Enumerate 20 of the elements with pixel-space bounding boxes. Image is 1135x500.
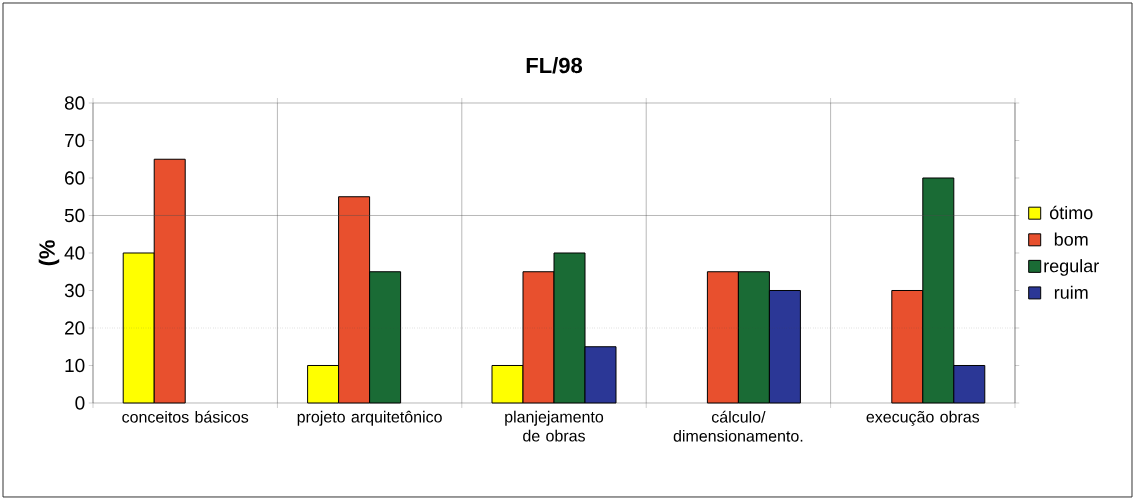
legend-label: regular (1044, 259, 1099, 276)
y-tick-label: 0 (75, 396, 85, 410)
x-tick-label: cálculo/ dimensionamento. (673, 410, 803, 442)
y-tick-label: 20 (65, 321, 85, 335)
x-tick-label: conceitos básicos (122, 410, 249, 423)
y-tick-label: 30 (64, 283, 85, 298)
y-tick-label: 70 (65, 133, 85, 148)
legend-label: ótimo (1049, 205, 1093, 220)
y-tick-label: 10 (65, 358, 85, 373)
x-tick-label: execução obras (866, 410, 980, 426)
legend-label: ruim (1054, 285, 1088, 299)
y-tick-label: 50 (64, 208, 85, 223)
x-tick-label: projeto arquitetônico (297, 410, 442, 426)
y-axis-title: (% (38, 240, 60, 266)
y-tick-label: 60 (65, 171, 85, 185)
x-tick-label: planjejamento de obras (505, 410, 604, 442)
y-tick-label: 80 (64, 96, 85, 110)
y-tick-label: 40 (64, 246, 85, 260)
legend-label: bom (1054, 232, 1088, 246)
chart-title: FL/98 (526, 57, 583, 74)
